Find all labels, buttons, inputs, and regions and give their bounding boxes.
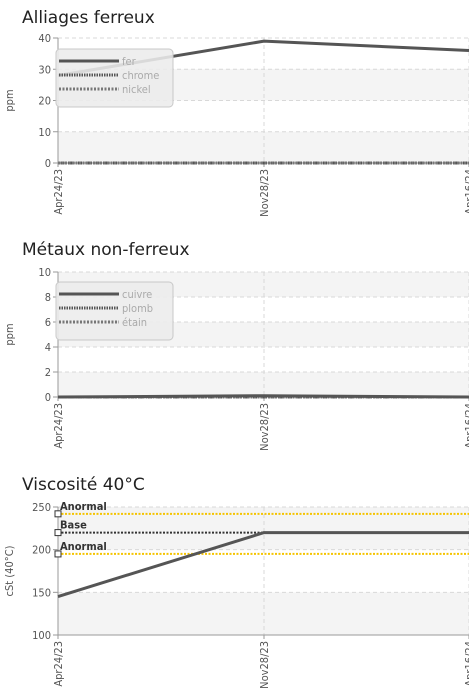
y-tick-label: 10	[38, 266, 51, 279]
reference-label: Anormal	[60, 500, 107, 513]
legend-box	[55, 281, 174, 341]
x-tick-label: Apr24/23	[52, 169, 65, 215]
chart-title: Viscosité 40°C	[22, 475, 145, 495]
legend-label: fer	[122, 55, 137, 68]
x-tick-label: Apr16/24	[463, 641, 469, 687]
legend-label: nickel	[122, 83, 151, 96]
reference-label: Base	[60, 519, 87, 532]
chart-title: Métaux non-ferreux	[22, 240, 190, 260]
non-ferrous-metals-chart: Métaux non-ferreux 0 2 4 6 8 10 ppm Apr24/23 Nov…	[0, 232, 469, 467]
y-tick-label: 250	[32, 501, 51, 514]
reference-marker	[54, 550, 62, 558]
y-tick-label: 4	[45, 341, 51, 354]
legend-label: étain	[122, 316, 147, 329]
y-axis-label: ppm	[3, 89, 16, 111]
x-tick-label: Nov28/23	[258, 169, 271, 217]
y-tick-label: 10	[38, 126, 51, 139]
x-tick-label: Apr24/23	[52, 403, 65, 449]
reference-marker	[54, 529, 62, 537]
reference-label: Anormal	[60, 540, 107, 553]
legend-label: chrome	[122, 69, 159, 82]
reference-marker	[54, 510, 62, 518]
y-tick-label: 0	[45, 391, 51, 404]
y-tick-label: 20	[38, 95, 51, 108]
viscosity-chart: Viscosité 40°C 100 150 200 250 cSt (40°C) Apr…	[0, 467, 469, 695]
x-tick-label: Apr24/23	[52, 641, 65, 687]
y-tick-label: 6	[45, 316, 51, 329]
y-tick-label: 100	[32, 629, 51, 642]
series-line	[57, 394, 469, 399]
legend-label: plomb	[122, 302, 153, 315]
ferrous-alloys-chart: Alliages ferreux 0 10 20 30 40 ppm Apr24/23 Nov…	[0, 0, 469, 232]
x-tick-label: Apr16/24	[463, 403, 469, 449]
ferrous-alloys-plot: 0 10 20 30 40 ppm Apr24/23 Nov28/23 Apr16/24 ferc…	[3, 32, 469, 217]
y-tick-label: 30	[38, 63, 51, 76]
x-tick-label: Nov28/23	[258, 403, 271, 451]
y-tick-label: 200	[32, 544, 51, 557]
legend-box	[55, 48, 174, 108]
viscosity-plot: 100 150 200 250 cSt (40°C) Apr24/23 Nov28/23 Ap…	[3, 500, 469, 689]
chart-title: Alliages ferreux	[22, 8, 155, 28]
y-tick-label: 2	[45, 366, 51, 379]
non-ferrous-metals-plot: 0 2 4 6 8 10 ppm Apr24/23 Nov28/23 Apr16/24 cuivre…	[3, 266, 469, 451]
y-axis-label: cSt (40°C)	[3, 545, 16, 596]
y-tick-label: 0	[45, 157, 51, 170]
x-tick-label: Apr16/24	[463, 169, 469, 215]
legend-label: cuivre	[122, 288, 152, 301]
y-tick-label: 8	[45, 291, 51, 304]
x-tick-label: Nov28/23	[258, 641, 271, 689]
series-line	[57, 531, 469, 599]
y-tick-label: 150	[32, 586, 51, 599]
y-axis-label: ppm	[3, 323, 16, 345]
y-tick-label: 40	[38, 32, 51, 45]
